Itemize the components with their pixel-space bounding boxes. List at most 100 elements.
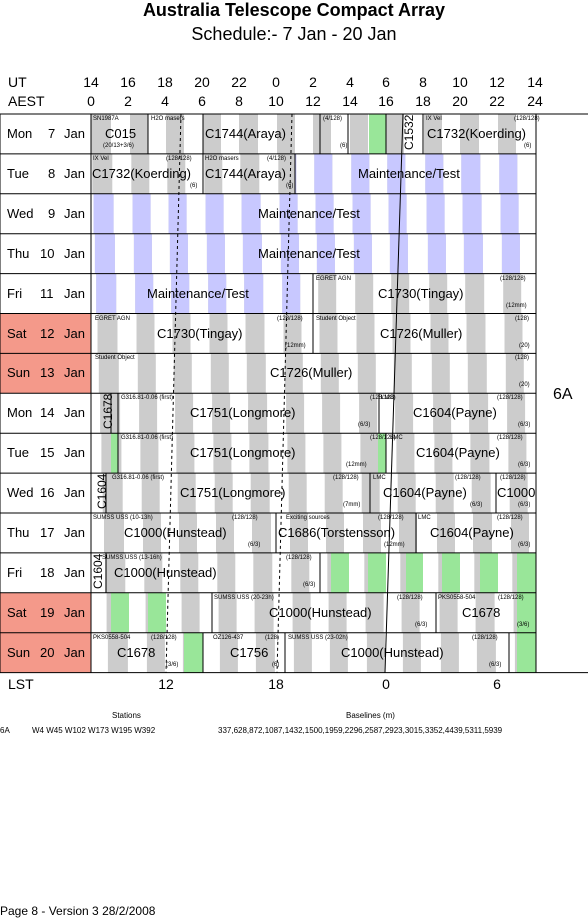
maintenance-band [353,233,372,274]
night-band [498,114,516,154]
schedule-text: (12mm) [285,342,306,349]
maintenance-band [168,193,187,234]
schedule-text: (12mm) [384,542,405,548]
night-band [144,552,163,593]
night-band [509,473,528,513]
page-title: Australia Telescope Compact Array [142,0,446,20]
night-band [359,393,378,434]
maintenance-band [315,193,334,234]
schedule-text: (128/128) [497,435,523,442]
day-month: Jan [64,205,85,221]
day-date: 9 [48,205,56,221]
weekend-highlight [0,592,91,633]
night-band [476,632,496,673]
band-green [369,114,386,154]
night-band [105,552,126,593]
aest-tick: 12 [305,93,321,109]
day-date: 16 [40,485,55,501]
ut-tick: 0 [272,74,280,90]
night-band [326,513,344,553]
band-green [368,552,386,593]
day-month: Jan [64,365,85,381]
day-date: 19 [40,604,55,620]
band-green [111,433,118,474]
maintenance-band [425,153,444,194]
schedule-text: C1756 [230,644,269,660]
lst-tick: 12 [158,676,174,692]
night-band [98,353,119,394]
schedule-text: (20/13+3/6) [103,143,134,149]
night-band [283,313,302,354]
schedule-text: H2O masers [151,116,185,122]
night-band [401,592,420,633]
maintenance-band [500,193,519,234]
night-band [366,632,385,673]
weekend-highlight [0,632,91,673]
day-month: Jan [64,245,85,261]
maintenance-band [461,153,481,194]
schedule-text: C1604(Payne) [430,525,514,540]
night-band [181,592,200,633]
night-band [136,313,155,354]
schedule-text: PKS0558-504 [93,634,131,641]
night-band [429,273,448,314]
schedule-text: SUMSS USS (13-16h) [102,554,162,561]
schedule-text: (128/128) [455,475,481,482]
night-band [440,632,459,673]
night-band [439,592,458,633]
schedule-text: (128/128) [286,554,312,561]
baselines-list: 337,628,872,1087,1432,1500,1959,2296,258… [218,726,503,735]
maintenance-band [463,233,483,274]
night-band [465,273,485,314]
night-band [219,632,238,673]
day-month: Jan [64,126,85,141]
night-band [507,393,526,434]
night-band [323,433,342,474]
day-name: Fri [7,564,23,580]
aest-tick: 10 [268,93,284,109]
night-band [250,473,270,513]
day-month: Jan [64,604,85,620]
night-band [141,473,160,513]
night-band [361,473,380,513]
schedule-text: C1000(Hunstead) [341,644,444,660]
night-band [254,592,274,633]
night-band [392,313,411,354]
night-band [284,353,303,394]
night-band [355,273,374,314]
night-band [293,632,312,673]
maintenance-band [94,233,115,274]
night-band [356,313,375,354]
maintenance-band [132,193,151,234]
schedule-text: Maintenance/Test [358,165,460,181]
night-band [396,433,415,474]
day-name: Sat [7,325,27,341]
stations-list: W4 W45 W102 W173 W195 W392 [32,726,156,735]
night-band [146,632,165,673]
maintenance-band [244,273,264,314]
night-band [130,114,148,154]
day-date: 12 [40,325,55,341]
night-band [473,513,492,553]
schedule-text: (4/128) [323,116,343,122]
night-band [292,592,311,633]
night-band [176,433,195,474]
night-band [291,552,310,593]
night-band [437,513,455,553]
ut-tick: 4 [346,74,354,90]
band-green [480,552,498,593]
band-green [517,592,536,633]
maintenance-band [388,193,407,234]
day-name: Sun [7,365,31,381]
maintenance-band [169,233,188,274]
day-name: Tue [7,445,29,461]
schedule-text: (128/128) [500,475,526,482]
maintenance-band [242,233,262,274]
maintenance-band [462,193,482,234]
aest-tick: 4 [161,93,169,109]
day-month: Jan [64,644,85,660]
night-band [253,552,273,593]
night-band [212,393,231,434]
maintenance-band [427,233,446,274]
night-band [430,313,449,354]
